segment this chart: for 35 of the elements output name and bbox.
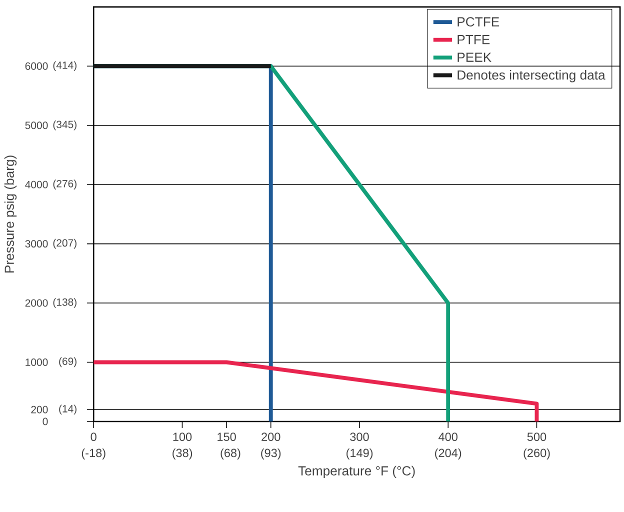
x2-tick-label: (260) bbox=[524, 448, 550, 460]
legend-label: PCTFE bbox=[458, 17, 500, 26]
x2-tick-label: (68) bbox=[220, 448, 240, 460]
legend-label: Denotes intersecting data bbox=[458, 70, 606, 82]
x-tick-label: 300 bbox=[350, 432, 369, 441]
x-tick-label: 150 bbox=[218, 432, 236, 441]
x-tick-label: 0 bbox=[90, 432, 96, 441]
y2-tick-label: (276) bbox=[53, 180, 76, 190]
legend-label: PEEK bbox=[458, 52, 492, 62]
y-tick-label: 2000 bbox=[25, 299, 48, 307]
y2-tick-label: (69) bbox=[59, 357, 76, 367]
x-tick-label: 500 bbox=[527, 432, 546, 441]
x-tick-label: 400 bbox=[438, 432, 458, 441]
y2-tick-label: (414) bbox=[53, 61, 76, 71]
y-tick-label: 200 bbox=[31, 406, 48, 414]
x2-tick-label: (204) bbox=[435, 448, 462, 460]
y-tick-label: 5000 bbox=[25, 122, 48, 129]
x2-tick-label: (38) bbox=[172, 448, 192, 460]
y2-tick-label: (345) bbox=[53, 120, 76, 130]
y-tick-label: 1000 bbox=[26, 358, 48, 366]
x-axis-title: Temperature °F (°C) bbox=[298, 466, 415, 478]
x-tick-label: 100 bbox=[173, 432, 192, 441]
x2-tick-label: (149) bbox=[346, 448, 373, 460]
y2-tick-label: (138) bbox=[53, 298, 76, 308]
y-tick-label: 6000 bbox=[25, 62, 48, 70]
y2-tick-label: (207) bbox=[53, 238, 76, 249]
x-tick-label: 200 bbox=[262, 432, 280, 441]
y-tick-label: 4000 bbox=[25, 180, 48, 188]
y-axis-title: Pressure psig (barg) bbox=[4, 156, 17, 272]
y-tick-label: 3000 bbox=[25, 240, 48, 248]
y-tick-label: 0 bbox=[42, 418, 48, 426]
x2-tick-label: (-18) bbox=[82, 448, 106, 460]
x2-tick-label: (93) bbox=[261, 448, 281, 460]
legend-label: PTFE bbox=[458, 34, 490, 44]
y2-tick-label: (14) bbox=[59, 404, 76, 414]
